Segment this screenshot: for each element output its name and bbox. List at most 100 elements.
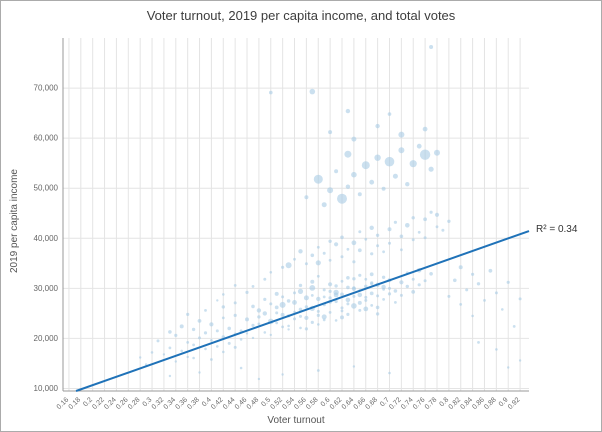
- scatter-point: [375, 123, 380, 129]
- scatter-point: [434, 212, 440, 217]
- scatter-point: [351, 136, 357, 142]
- scatter-point: [168, 330, 172, 334]
- scatter-point: [251, 285, 255, 288]
- scatter-point: [239, 338, 243, 341]
- scatter-point: [316, 313, 320, 317]
- scatter-point: [262, 311, 267, 316]
- x-tick-label: 0.72: [388, 396, 403, 411]
- scatter-point: [285, 262, 292, 269]
- scatter-point: [370, 282, 374, 286]
- scatter-point: [334, 299, 338, 304]
- scatter-point: [281, 373, 284, 376]
- scatter-point: [316, 369, 320, 372]
- scatter-point: [298, 283, 303, 288]
- scatter-point: [239, 366, 243, 370]
- scatter-point: [375, 305, 380, 310]
- chart-title: Voter turnout, 2019 per capita income, a…: [146, 8, 456, 23]
- scatter-point: [168, 346, 172, 350]
- scatter-point: [388, 371, 391, 375]
- x-tick-label: 0.22: [91, 396, 106, 411]
- scatter-point: [174, 360, 177, 363]
- scatter-point: [216, 299, 219, 302]
- x-tick-label: 0.2: [82, 396, 94, 408]
- x-tick-label: 0.76: [412, 396, 427, 411]
- scatter-point: [316, 296, 321, 302]
- scatter-point: [417, 283, 421, 287]
- x-tick-label: 0.6: [320, 396, 332, 408]
- scatter-point: [209, 322, 214, 327]
- scatter-point: [363, 306, 369, 312]
- scatter-point: [304, 305, 309, 309]
- scatter-point: [328, 282, 333, 287]
- x-tick-label: 0.46: [234, 396, 249, 411]
- scatter-point: [434, 149, 440, 156]
- scatter-point: [507, 366, 510, 369]
- scatter-point: [344, 150, 352, 158]
- scatter-point: [310, 320, 314, 324]
- scatter-point: [186, 312, 190, 316]
- scatter-point: [197, 319, 202, 323]
- scatter-point: [352, 365, 356, 368]
- scatter-point: [191, 327, 196, 332]
- scatter-point: [357, 192, 362, 197]
- scatter-point: [210, 339, 213, 342]
- scatter-point: [297, 288, 304, 294]
- scatter-point: [309, 88, 316, 95]
- scatter-point: [382, 298, 385, 301]
- scatter-point: [376, 294, 380, 298]
- x-tick-label: 0.86: [471, 396, 486, 411]
- scatter-point: [280, 312, 285, 317]
- scatter-point: [381, 186, 386, 191]
- x-tick-label: 0.5: [260, 396, 272, 408]
- scatter-point: [263, 277, 267, 281]
- x-tick-label: 0.48: [246, 396, 261, 411]
- scatter-point: [328, 130, 333, 135]
- scatter-point: [384, 156, 395, 167]
- scatter-point: [447, 294, 451, 298]
- scatter-point: [274, 291, 279, 296]
- scatter-point: [387, 227, 392, 232]
- scatter-point: [357, 300, 362, 305]
- scatter-point: [322, 288, 326, 292]
- scatter-point: [441, 228, 445, 232]
- x-tick-label: 0.44: [222, 396, 237, 411]
- scatter-point: [422, 126, 428, 132]
- y-tick-label: 70,000: [34, 84, 59, 93]
- scatter-point: [512, 325, 516, 328]
- scatter-point: [506, 280, 510, 284]
- scatter-point: [419, 149, 431, 160]
- scatter-point: [381, 284, 386, 290]
- scatter-point: [428, 166, 434, 172]
- scatter-point: [369, 272, 374, 277]
- scatter-point: [357, 248, 362, 253]
- scatter-point: [203, 331, 208, 335]
- scatter-point: [304, 315, 309, 320]
- scatter-point: [310, 279, 315, 284]
- scatter-point: [251, 323, 255, 327]
- x-tick-label: 0.88: [483, 396, 498, 411]
- scatter-point: [222, 350, 225, 354]
- scatter-point: [275, 321, 279, 325]
- scatter-point: [340, 306, 344, 310]
- scatter-point: [375, 233, 380, 237]
- scatter-point: [405, 284, 409, 289]
- scatter-point: [369, 291, 374, 296]
- scatter-point: [423, 279, 427, 283]
- scatter-point: [275, 311, 279, 315]
- x-tick-label: 0.7: [379, 396, 391, 408]
- scatter-point: [337, 193, 347, 204]
- scatter-point: [322, 318, 326, 322]
- x-tick-label: 0.4: [201, 396, 213, 408]
- scatter-point: [399, 293, 403, 297]
- scatter-point: [328, 296, 332, 300]
- x-tick-label: 0.68: [364, 396, 379, 411]
- y-tick-label: 40,000: [34, 234, 59, 243]
- scatter-point: [518, 359, 522, 362]
- x-tick-label: 0.84: [459, 396, 474, 411]
- x-tick-label: 0.32: [151, 396, 166, 411]
- scatter-point: [471, 314, 474, 318]
- scatter-point: [257, 322, 261, 326]
- scatter-point: [316, 245, 320, 249]
- x-tick-label: 0.36: [174, 396, 189, 411]
- scatter-point: [376, 244, 380, 248]
